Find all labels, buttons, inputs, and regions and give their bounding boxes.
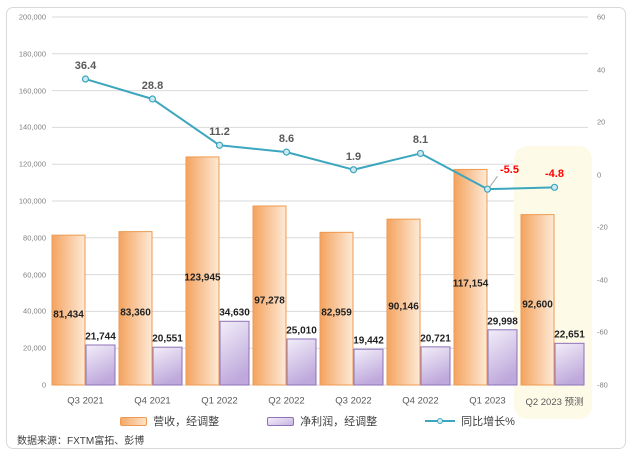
- legend-item-profit: 净利润，经调整: [267, 413, 377, 429]
- legend-line-dot: [437, 418, 444, 424]
- growth-value-label: 1.9: [345, 150, 362, 163]
- growth-marker: [550, 183, 559, 191]
- profit-value-label: 20,721: [420, 333, 451, 345]
- right-axis-tick: 40: [597, 65, 606, 75]
- net-profit-bar: [286, 338, 317, 386]
- growth-value-label: 8.1: [412, 134, 429, 147]
- label-leader-line: [489, 175, 498, 188]
- growth-value-label: -4.8: [545, 168, 564, 181]
- revenue-bar: [386, 218, 421, 386]
- net-profit-bar: [219, 320, 250, 386]
- revenue-value-label: 92,600: [522, 299, 553, 311]
- net-profit-bar: [152, 346, 183, 386]
- growth-marker: [483, 185, 492, 193]
- growth-value-label: 11.2: [209, 126, 230, 139]
- left-axis-tick: 60,000: [23, 270, 46, 280]
- legend-label-revenue: 营收，经调整: [153, 416, 220, 428]
- growth-marker: [282, 148, 291, 156]
- right-axis-tick: 20: [597, 117, 606, 127]
- category-label: Q3 2021: [67, 395, 104, 407]
- revenue-value-label: 82,959: [321, 307, 352, 319]
- left-axis-tick: 0: [41, 380, 46, 390]
- legend-label-profit: 净利润，经调整: [300, 416, 378, 428]
- left-axis-tick: 80,000: [23, 233, 46, 243]
- legend-item-growth: 同比增长%: [425, 413, 515, 429]
- legend-line-marker-icon: [425, 416, 456, 426]
- profit-value-label: 20,551: [152, 333, 183, 345]
- left-axis-tick: 100,000: [18, 196, 46, 206]
- right-axis-tick: -60: [597, 327, 608, 337]
- growth-marker: [81, 75, 90, 83]
- net-profit-bar: [85, 344, 116, 386]
- category-label: Q1 2023: [469, 395, 506, 407]
- right-axis-tick: -80: [597, 380, 608, 390]
- left-axis-tick: 120,000: [18, 159, 46, 169]
- category-label: Q2 2023 预测: [525, 397, 584, 408]
- growth-value-label: 28.8: [141, 80, 164, 92]
- chart-legend: 营收，经调整 净利润，经调整 同比增长%: [0, 413, 635, 429]
- net-profit-bar: [487, 329, 518, 386]
- net-profit-bar: [420, 346, 451, 386]
- right-axis-tick: 60: [597, 12, 606, 22]
- revenue-bar: [252, 205, 287, 386]
- right-axis-tick: -20: [597, 222, 608, 232]
- profit-value-label: 22,651: [554, 329, 585, 341]
- growth-marker: [349, 166, 358, 174]
- growth-marker: [148, 95, 157, 103]
- left-axis-tick: 180,000: [18, 49, 46, 59]
- revenue-bar: [520, 214, 555, 386]
- revenue-bar: [185, 156, 220, 386]
- revenue-value-label: 123,945: [184, 272, 221, 284]
- profit-value-label: 25,010: [286, 325, 317, 337]
- category-label: Q4 2022: [402, 395, 439, 407]
- legend-swatch-profit: [267, 416, 295, 426]
- category-label: Q3 2022: [335, 395, 372, 407]
- revenue-bar: [319, 231, 354, 386]
- profit-value-label: 29,998: [487, 316, 518, 328]
- revenue-value-label: 97,278: [254, 295, 285, 307]
- revenue-value-label: 90,146: [388, 301, 419, 313]
- profit-value-label: 21,744: [85, 331, 116, 343]
- growth-marker: [416, 149, 425, 158]
- growth-value-label: -5.5: [500, 164, 519, 177]
- revenue-value-label: 83,360: [120, 307, 151, 319]
- legend-item-revenue: 营收，经调整: [120, 413, 219, 429]
- legend-swatch-revenue: [120, 416, 148, 426]
- growth-line: [85, 78, 555, 191]
- category-label: Q1 2022: [201, 395, 238, 407]
- right-axis-tick: 0: [597, 170, 602, 180]
- left-axis-tick: 20,000: [23, 343, 46, 353]
- profit-value-label: 19,442: [353, 335, 384, 347]
- right-axis-tick: -40: [597, 275, 608, 285]
- left-axis-tick: 140,000: [18, 122, 46, 132]
- revenue-value-label: 81,434: [53, 309, 84, 321]
- left-axis-tick: 200,000: [18, 12, 46, 22]
- net-profit-bar: [554, 342, 585, 386]
- growth-value-label: 36.4: [74, 60, 97, 73]
- left-axis-tick: 160,000: [18, 86, 46, 96]
- legend-label-growth: 同比增长%: [461, 416, 515, 428]
- net-profit-bar: [353, 348, 384, 386]
- revenue-value-label: 117,154: [452, 278, 489, 290]
- profit-value-label: 34,630: [219, 307, 250, 319]
- growth-marker: [215, 141, 224, 149]
- data-source-note: 数据来源：FXTM富拓、彭博: [17, 436, 145, 447]
- growth-value-label: 8.6: [278, 133, 295, 146]
- revenue-bar: [118, 231, 153, 386]
- category-label: Q2 2022: [268, 395, 305, 407]
- revenue-bar: [453, 168, 488, 386]
- left-axis-tick: 40,000: [23, 306, 46, 316]
- category-label: Q4 2021: [134, 395, 171, 407]
- revenue-bar: [51, 234, 86, 386]
